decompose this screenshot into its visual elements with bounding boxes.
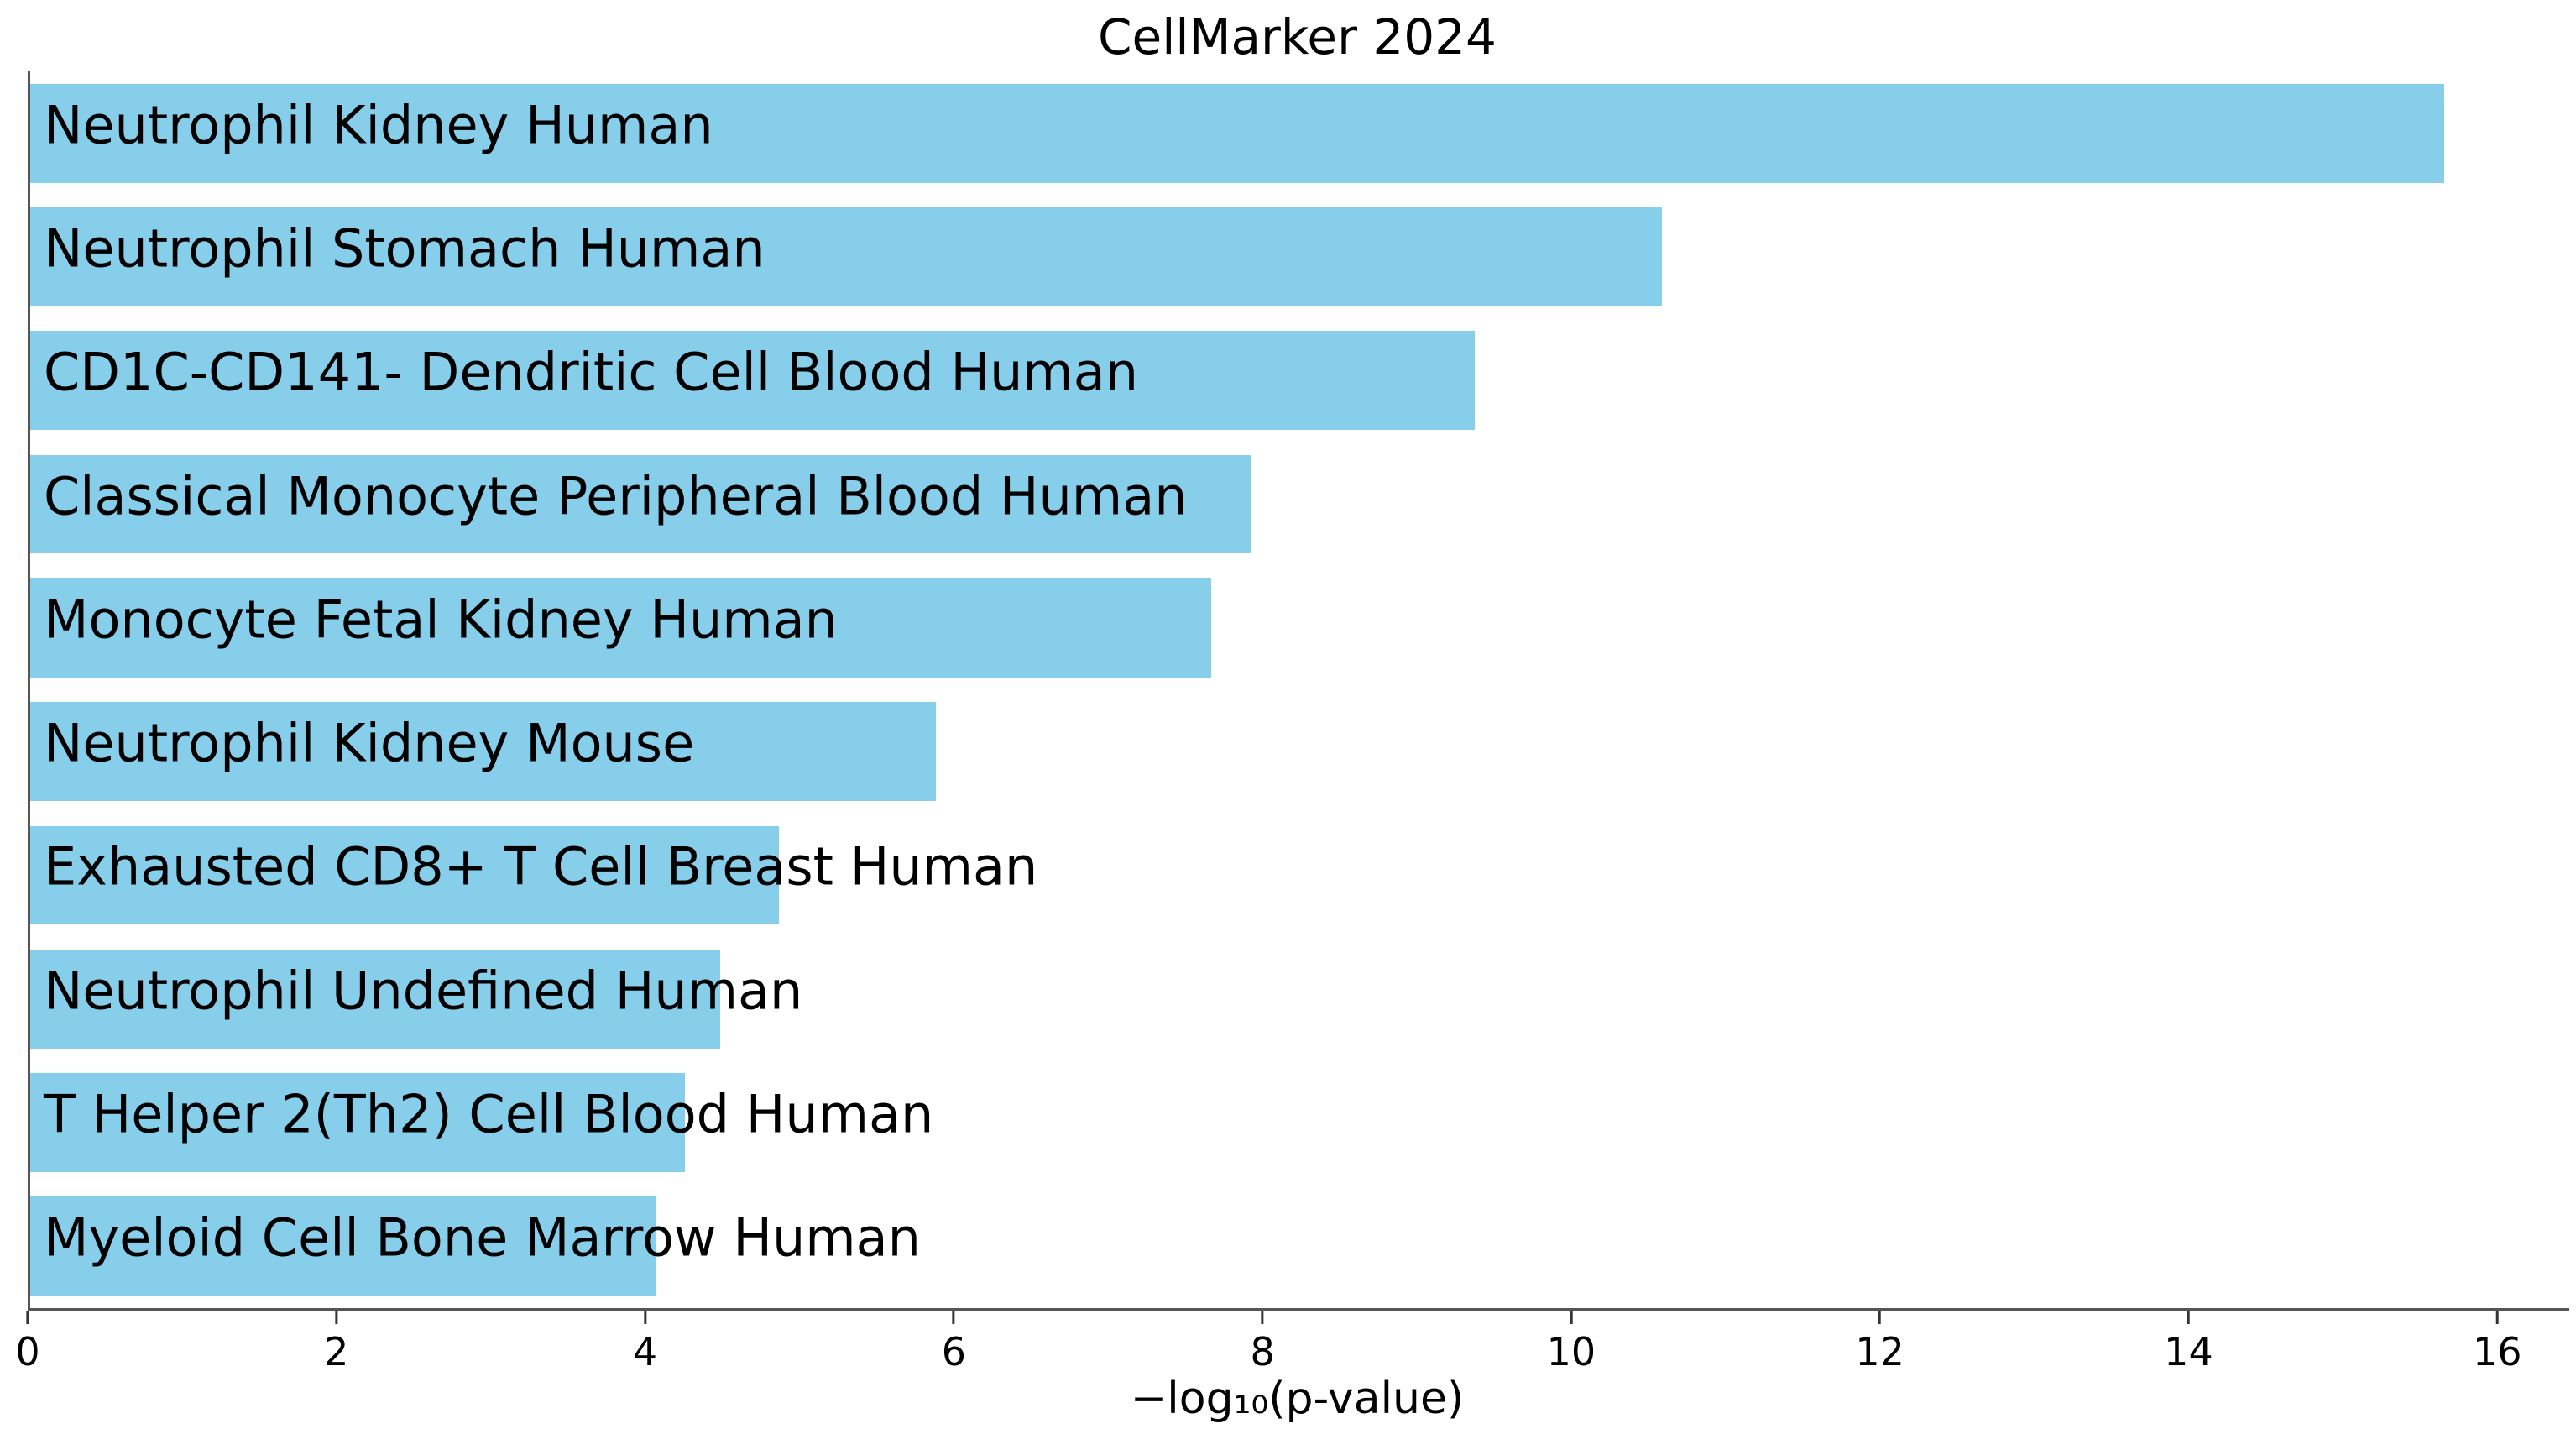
- bar-row: CD1C-CD141- Dendritic Cell Blood Human: [30, 319, 2569, 442]
- bar: [30, 949, 720, 1049]
- x-tick-mark: [1570, 1311, 1573, 1324]
- bar: [30, 83, 2445, 183]
- x-tick-label: 2: [324, 1329, 349, 1374]
- x-tick-label: 0: [15, 1329, 40, 1374]
- bar-row: Neutrophil Kidney Mouse: [30, 689, 2569, 813]
- x-tick-mark: [26, 1311, 29, 1324]
- bar: [30, 702, 937, 802]
- x-tick: 10: [1547, 1311, 1596, 1374]
- x-tick-label: 4: [632, 1329, 658, 1374]
- bar-label: Classical Monocyte Peripheral Blood Huma…: [44, 464, 1188, 526]
- bar-row: Neutrophil Kidney Human: [30, 71, 2569, 195]
- bar-row: Myeloid Cell Bone Marrow Human: [30, 1185, 2569, 1308]
- x-tick-mark: [1261, 1311, 1264, 1324]
- x-tick: 12: [1855, 1311, 1905, 1374]
- x-tick-mark: [644, 1311, 647, 1324]
- bar-row: Monocyte Fetal Kidney Human: [30, 566, 2569, 689]
- bar: [30, 331, 1476, 431]
- x-tick-mark: [2187, 1311, 2190, 1324]
- x-tick-mark: [2495, 1311, 2499, 1324]
- bar-label: T Helper 2(Th2) Cell Blood Human: [44, 1083, 934, 1145]
- x-tick: 4: [633, 1311, 657, 1374]
- bar-label: Neutrophil Kidney Mouse: [44, 712, 695, 774]
- bar-label: Neutrophil Stomach Human: [44, 217, 765, 280]
- bar-row: Neutrophil Stomach Human: [30, 195, 2569, 318]
- bar: [30, 454, 1251, 554]
- x-tick-label: 12: [1855, 1329, 1905, 1374]
- x-tick-label: 10: [1546, 1329, 1596, 1374]
- bar-label: Exhausted CD8+ T Cell Breast Human: [44, 835, 1038, 898]
- bar: [30, 1196, 656, 1296]
- x-tick: 8: [1250, 1311, 1275, 1374]
- x-tick: 14: [2164, 1311, 2213, 1374]
- x-axis-ticks: 0 2 4 6 8 10 12 14 16: [15, 1311, 2567, 1378]
- plot-area: Neutrophil Kidney Human Neutrophil Stomac…: [28, 71, 2569, 1311]
- x-tick-label: 6: [941, 1329, 966, 1374]
- bar-label: CD1C-CD141- Dendritic Cell Blood Human: [44, 341, 1139, 403]
- bar: [30, 1073, 685, 1172]
- x-tick-label: 8: [1250, 1329, 1275, 1374]
- bar-row: Exhausted CD8+ T Cell Breast Human: [30, 814, 2569, 937]
- bar-row: Classical Monocyte Peripheral Blood Huma…: [30, 442, 2569, 566]
- bar-row: Neutrophil Undefined Human: [30, 937, 2569, 1060]
- x-axis-label: −log₁₀(p-value): [1130, 1374, 1465, 1424]
- x-tick-mark: [1878, 1311, 1882, 1324]
- bar-label: Monocyte Fetal Kidney Human: [44, 589, 838, 651]
- x-tick-label: 14: [2164, 1329, 2213, 1374]
- bar-label: Neutrophil Undefined Human: [44, 960, 803, 1022]
- bar-row: T Helper 2(Th2) Cell Blood Human: [30, 1060, 2569, 1184]
- bar-label: Neutrophil Kidney Human: [44, 94, 713, 156]
- bar-label: Myeloid Cell Bone Marrow Human: [44, 1207, 921, 1269]
- x-tick-label: 16: [2472, 1329, 2522, 1374]
- x-tick: 16: [2473, 1311, 2522, 1374]
- x-tick: 6: [942, 1311, 966, 1374]
- x-tick: 0: [15, 1311, 40, 1374]
- x-tick-mark: [952, 1311, 955, 1324]
- bar: [30, 207, 1662, 306]
- bar: [30, 825, 779, 925]
- x-tick-mark: [335, 1311, 338, 1324]
- chart-title: CellMarker 2024: [1098, 8, 1497, 65]
- bar: [30, 578, 1211, 678]
- x-tick: 2: [324, 1311, 348, 1374]
